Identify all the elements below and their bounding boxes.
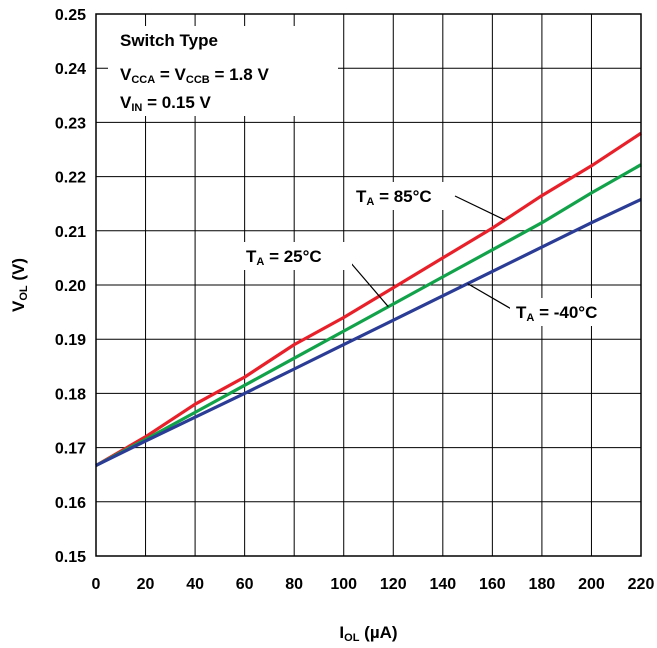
x-tick-label: 60: [236, 576, 254, 593]
svg-text:TA = -40°C: TA = -40°C: [516, 303, 597, 324]
x-tick-label: 220: [628, 576, 655, 593]
series-line-25c: [95, 163, 642, 467]
svg-text:TA = 25°C: TA = 25°C: [246, 247, 322, 268]
y-tick-label: 0.22: [55, 170, 86, 187]
x-tick-label: 120: [380, 576, 407, 593]
condition-line-2: VCCA = VCCB = 1.8 V: [120, 65, 269, 86]
y-tick-label: 0.24: [55, 61, 86, 78]
y-tick-label: 0.17: [55, 441, 86, 458]
series-group: [95, 131, 642, 467]
series-label-minus40c: TA = -40°C: [467, 283, 628, 326]
series-label-25c: TA = 25°C: [240, 242, 389, 308]
y-tick-label: 0.20: [55, 278, 86, 295]
y-tick-label: 0.15: [55, 549, 86, 566]
y-tick-label: 0.25: [55, 7, 86, 24]
series-label-85c: TA = 85°C: [350, 182, 506, 221]
svg-text:TA = 85°C: TA = 85°C: [356, 187, 432, 208]
series-line-85c: [95, 131, 642, 467]
condition-box: Switch Type VCCA = VCCB = 1.8 V VIN = 0.…: [108, 26, 338, 116]
y-tick-label: 0.19: [55, 332, 86, 349]
y-tick-label: 0.16: [55, 495, 86, 512]
x-axis-label: IOL (µA): [339, 623, 397, 644]
x-tick-label: 0: [92, 576, 101, 593]
y-axis-label: VOL (V): [9, 258, 30, 312]
x-tick-label: 200: [578, 576, 605, 593]
condition-line-3: VIN = 0.15 V: [120, 93, 212, 114]
x-tick-label: 160: [479, 576, 506, 593]
y-tick-label: 0.23: [55, 115, 86, 132]
x-tick-label: 80: [285, 576, 303, 593]
series-line-minus40c: [95, 197, 642, 467]
plot-frame: [95, 13, 642, 557]
x-tick-label: 180: [529, 576, 556, 593]
x-tick-label: 20: [137, 576, 155, 593]
x-tick-label: 100: [330, 576, 357, 593]
condition-line-1: Switch Type: [120, 31, 218, 50]
y-tick-label: 0.21: [55, 224, 86, 241]
tick-labels: 0 20 40 60 80 100 120 140 160 180 200 220 0.15 0.16 0.…: [55, 7, 655, 593]
y-tick-label: 0.18: [55, 386, 86, 403]
x-tick-label: 140: [429, 576, 456, 593]
x-tick-label: 40: [186, 576, 204, 593]
